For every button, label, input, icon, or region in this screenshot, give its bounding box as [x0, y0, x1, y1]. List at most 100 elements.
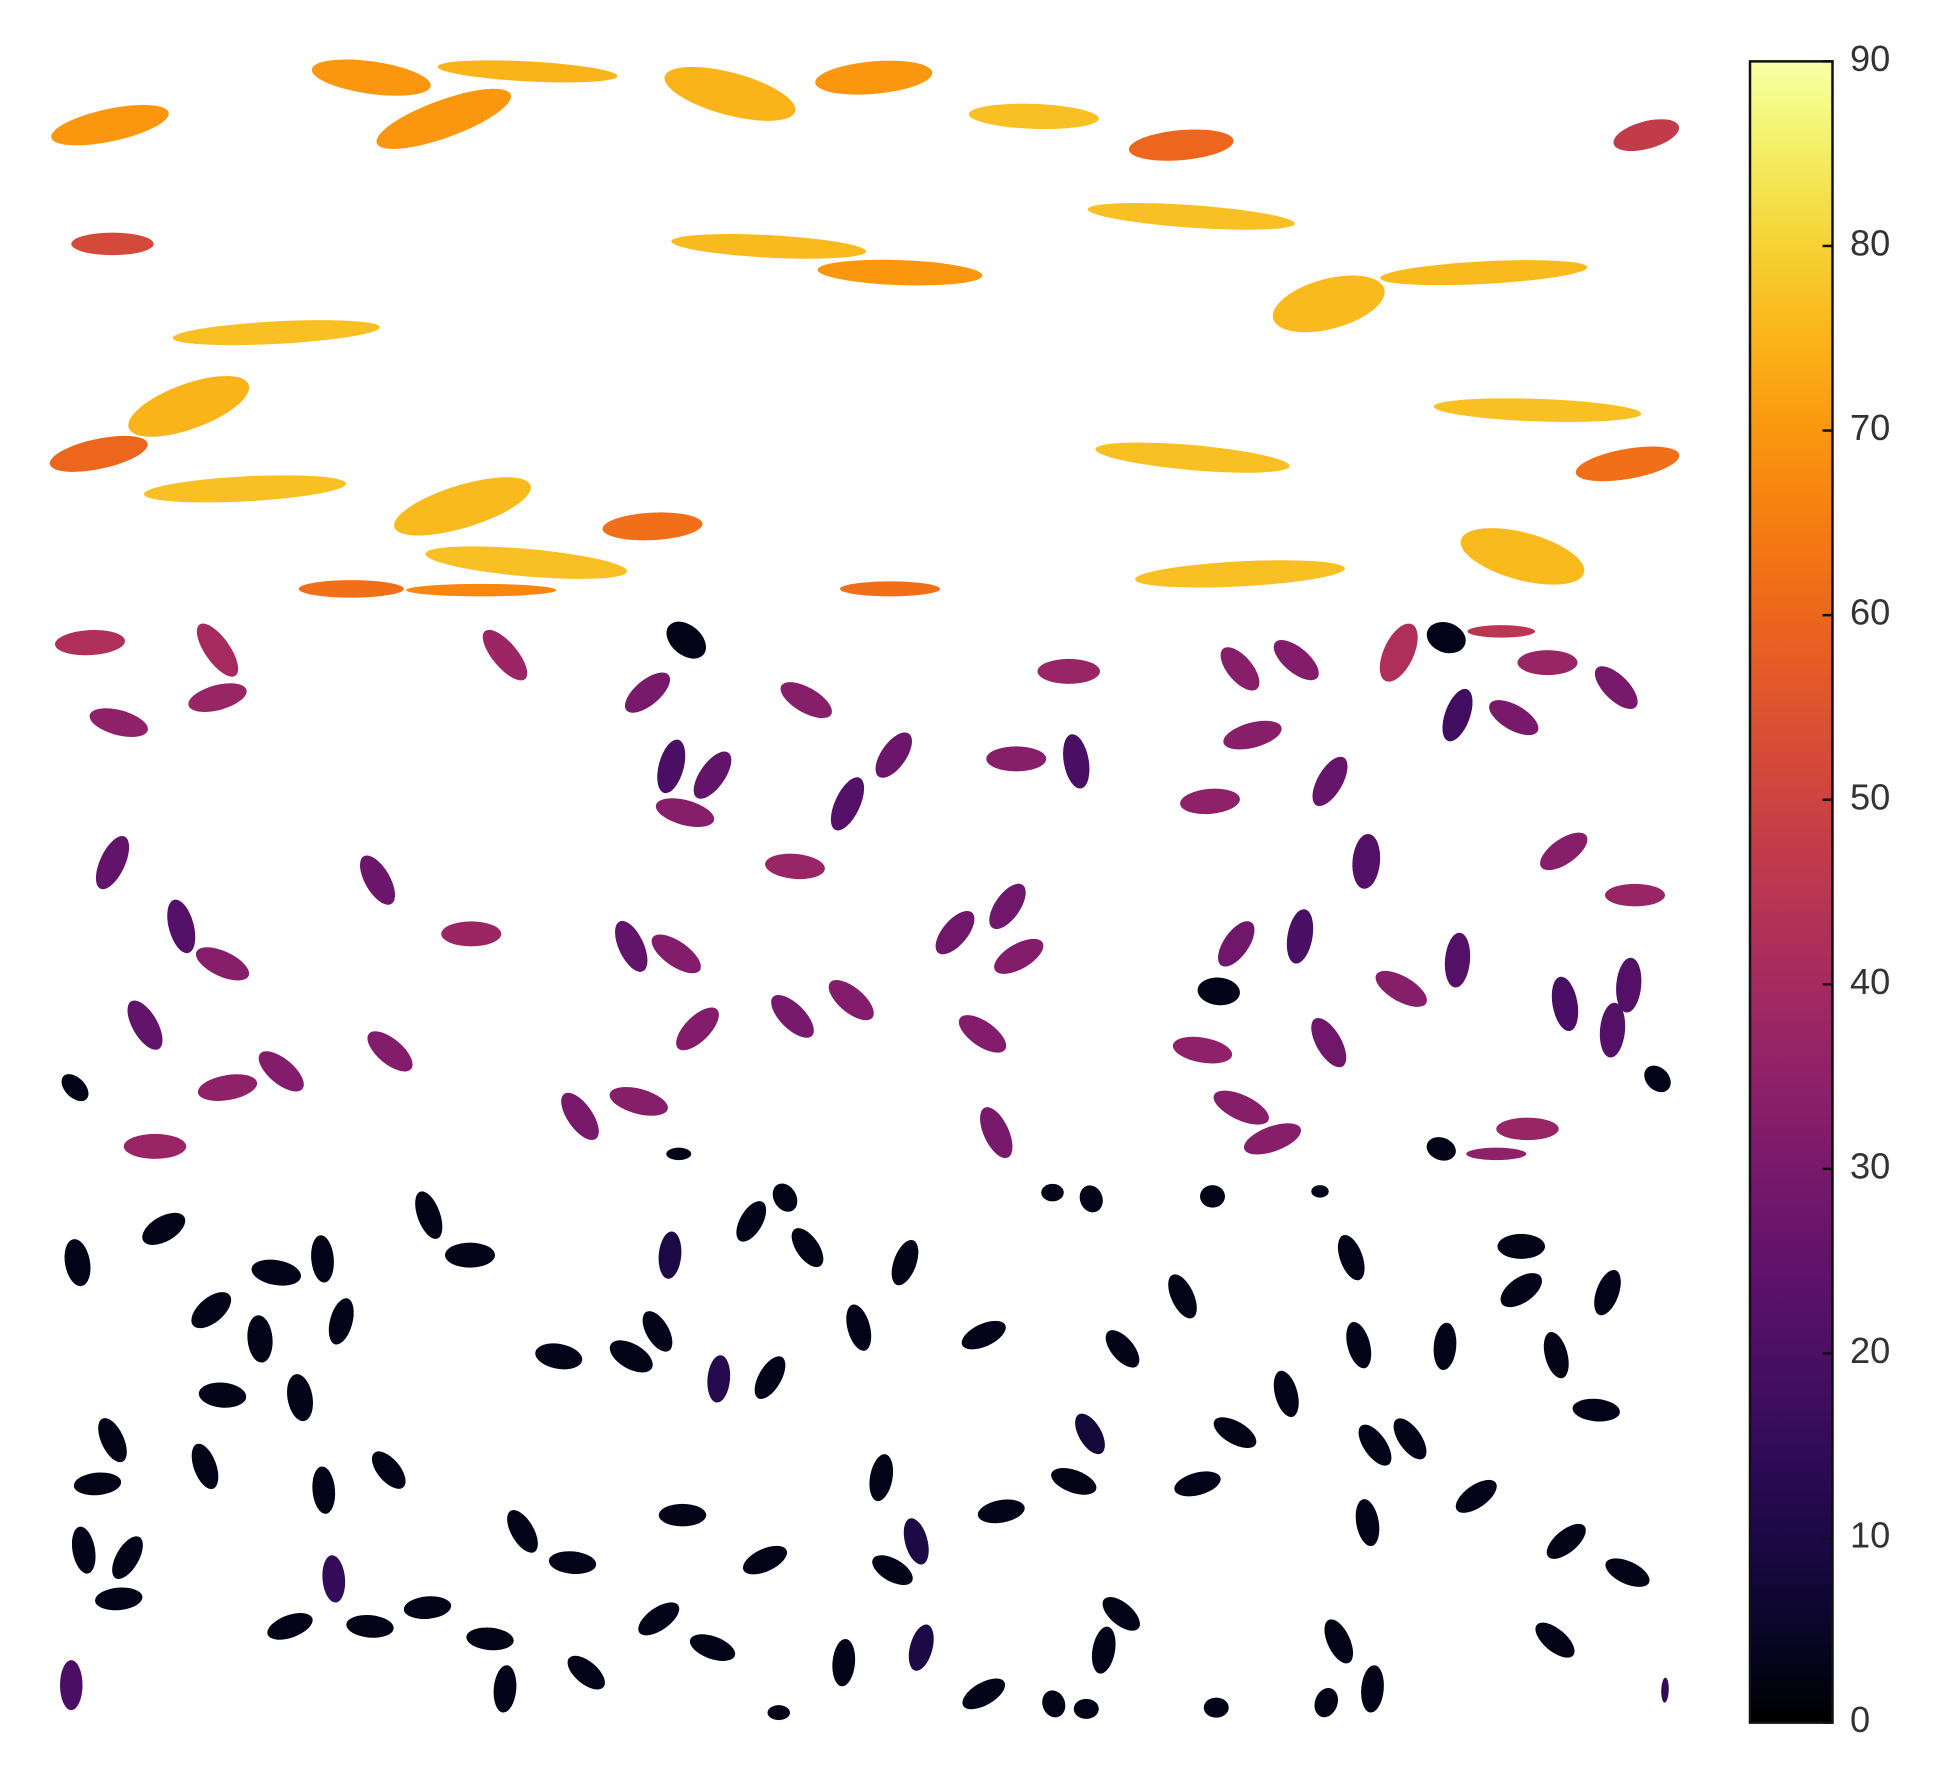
colorbar: 0 10 20 30 40 50 60 70 80 90 — [1748, 38, 1890, 1740]
ellipse-mark — [968, 103, 1099, 130]
ellipse-mark — [1613, 119, 1680, 152]
ellipse-mark — [828, 980, 874, 1021]
colorbar-tick-label: 30 — [1850, 1145, 1890, 1186]
ellipse-mark — [736, 1201, 767, 1242]
ellipse-mark — [1352, 833, 1381, 889]
ellipse-mark — [406, 583, 557, 597]
ellipse-mark — [1355, 1499, 1380, 1547]
ellipse-mark — [258, 1051, 304, 1092]
ellipse-mark — [312, 1466, 336, 1514]
ellipse-mark — [1594, 1269, 1621, 1316]
ellipse-mark — [666, 621, 706, 659]
ellipse-mark — [1594, 666, 1638, 709]
ellipse-mark — [765, 853, 825, 880]
ellipse-mark — [658, 1231, 682, 1279]
ellipse-mark — [961, 1320, 1006, 1350]
ellipse-mark — [1273, 640, 1319, 681]
ellipse-mark — [1091, 1626, 1116, 1674]
ellipse-mark — [1605, 883, 1665, 907]
ellipse-mark — [1286, 909, 1314, 964]
ellipse-mark — [1466, 1147, 1527, 1161]
ellipse-mark — [548, 1551, 597, 1575]
ellipse-mark — [1358, 1424, 1392, 1466]
ellipse-mark — [267, 1613, 313, 1640]
ellipse-mark — [1455, 1479, 1497, 1513]
ellipse-mark — [1540, 832, 1588, 871]
ellipse-mark — [935, 910, 975, 955]
ellipse-mark — [609, 1340, 653, 1373]
ellipse-mark — [71, 232, 154, 256]
ellipse-mark — [830, 777, 865, 831]
ellipse-mark — [666, 1147, 692, 1161]
ellipse-mark — [311, 59, 431, 96]
ellipse-mark — [707, 1355, 731, 1403]
ellipse-mark — [415, 1191, 443, 1239]
ellipse-mark — [771, 995, 814, 1038]
colorbar-tick-label: 60 — [1850, 592, 1890, 633]
ellipse-mark — [846, 1304, 872, 1351]
colorbar-tick-label: 90 — [1850, 38, 1890, 79]
ellipse-mark — [1379, 623, 1418, 682]
ellipse-mark — [445, 1242, 495, 1268]
ellipse-mark — [651, 934, 701, 974]
ellipse-mark — [1433, 1322, 1457, 1371]
ellipse-mark — [1311, 1018, 1347, 1068]
colorbar-tick-label: 50 — [1850, 776, 1890, 817]
ellipse-mark — [658, 1503, 707, 1527]
ellipse-mark — [167, 899, 196, 954]
ellipse-mark — [1073, 1698, 1099, 1719]
ellipse-mark — [780, 682, 832, 719]
ellipse-mark — [903, 1518, 929, 1565]
ellipse-mark — [1433, 398, 1642, 422]
ellipse-mark — [1346, 1322, 1372, 1369]
ellipse-mark — [1460, 528, 1585, 585]
ellipse-mark — [1051, 1468, 1097, 1495]
ellipse-mark — [1075, 1413, 1105, 1455]
ellipse-mark — [437, 60, 618, 83]
ellipse-mark — [602, 512, 703, 541]
ellipse-mark — [1361, 1665, 1384, 1713]
ellipse-mark — [1180, 788, 1240, 815]
ellipse-mark — [196, 623, 239, 677]
ellipse-mark — [754, 1356, 786, 1399]
ellipse-mark — [55, 630, 125, 656]
ellipse-mark — [98, 1418, 127, 1463]
ellipse-mark — [322, 1555, 346, 1603]
ellipse-mark — [657, 739, 686, 794]
ellipse-mark — [191, 1443, 219, 1490]
ellipse-mark — [1135, 560, 1345, 588]
ellipse-mark — [1102, 1597, 1140, 1631]
ellipse-mark — [403, 1596, 452, 1620]
ellipse-mark — [1575, 446, 1680, 482]
colorbar-tick-label: 0 — [1850, 1699, 1870, 1740]
ellipse-mark — [817, 259, 983, 286]
ellipse-mark — [1380, 260, 1588, 286]
ellipse-mark — [1272, 275, 1385, 333]
ellipse-mark — [112, 1536, 143, 1579]
ellipse-mark — [191, 1292, 232, 1329]
ellipse-mark — [875, 732, 912, 778]
ellipse-mark — [311, 1235, 334, 1283]
ellipse-mark — [1218, 921, 1255, 967]
ellipse-mark — [188, 683, 247, 712]
ellipse-mark — [994, 938, 1044, 974]
ellipse-mark — [638, 1602, 680, 1636]
ellipse-mark — [642, 1311, 673, 1352]
ellipse-mark — [1172, 1036, 1233, 1064]
ellipse-mark — [1213, 1090, 1269, 1125]
ellipse-mark — [71, 1526, 96, 1574]
ellipse-mark — [95, 836, 130, 890]
ellipse-mark — [655, 798, 715, 827]
colorbar-tick-label: 70 — [1850, 407, 1890, 448]
colorbar-tick-label: 40 — [1850, 961, 1890, 1002]
ellipse-mark — [840, 581, 940, 597]
ellipse-mark — [1311, 1185, 1329, 1198]
colorbar-tick-label: 80 — [1850, 223, 1890, 264]
ellipse-mark — [1661, 1677, 1669, 1703]
ellipse-mark — [1500, 1273, 1542, 1308]
ellipse-mark — [742, 1545, 788, 1575]
ellipse-mark — [51, 104, 169, 146]
ellipse-mark — [671, 234, 867, 259]
ellipse-mark — [1599, 1002, 1626, 1058]
ellipse-mark — [615, 920, 648, 972]
